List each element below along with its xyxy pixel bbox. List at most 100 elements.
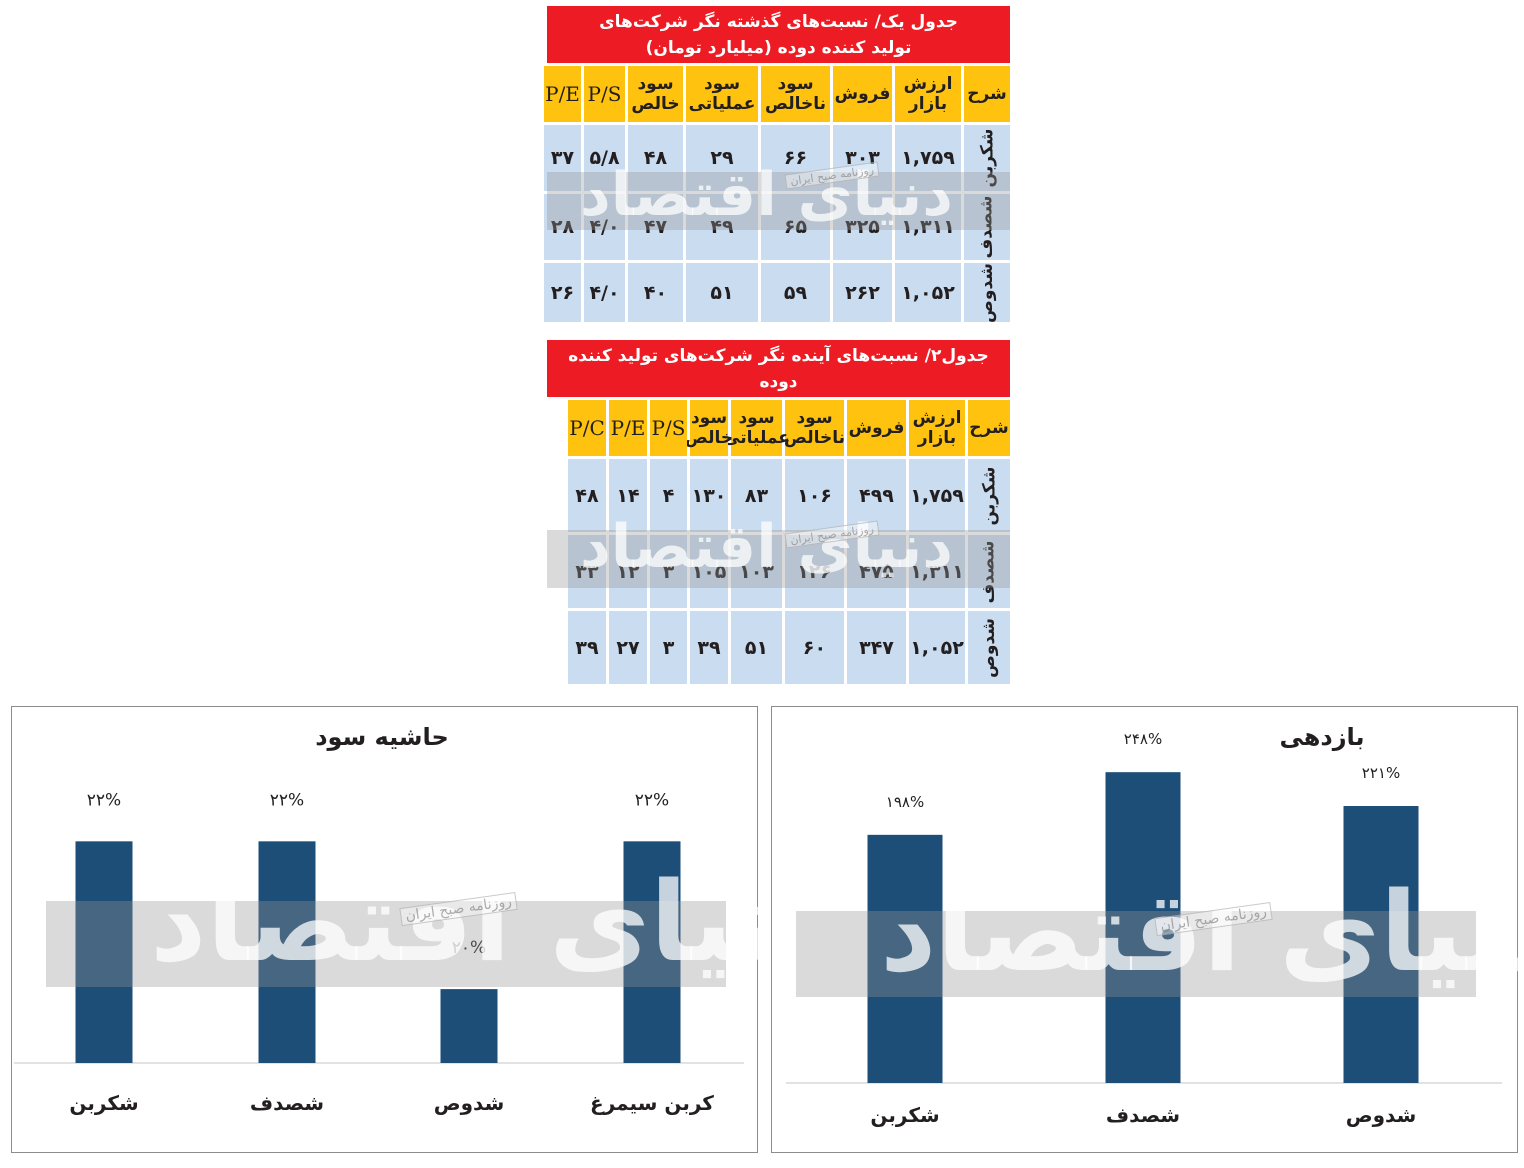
- table2-cell: ۳۹: [568, 611, 606, 684]
- bar: [623, 841, 681, 1063]
- table1-cell: ۴۷: [628, 194, 683, 260]
- table1-row1-name: شکربن: [964, 125, 1010, 191]
- table1-cell: ۴۸: [628, 125, 683, 191]
- category-label: شکربن: [870, 1103, 939, 1127]
- table2-header-desc: شرح: [968, 400, 1010, 456]
- table2-grid: شرح ارزش بازار فروش سود ناخالص سود عملیا…: [547, 397, 1010, 684]
- table2-cell: ۱,۳۱۱: [909, 535, 965, 608]
- table2-cell: ۱,۰۵۲: [909, 611, 965, 684]
- table1-title: جدول یک/ نسبت‌های گذشته نگر شرکت‌های تول…: [547, 6, 1010, 63]
- profit-margin-title: حاشیه سود: [315, 723, 449, 751]
- table2-header-net-profit: سود خالص: [685, 400, 733, 456]
- table1-header-ps: P/S: [584, 66, 625, 122]
- data-label: ۲۲%: [87, 790, 121, 810]
- table2-cell: ۲۷: [609, 611, 647, 684]
- table1-cell: ۴۰: [628, 263, 683, 322]
- table2-cell: ۱۲۶: [785, 535, 844, 608]
- table1-header-net-profit: سود خالص: [628, 66, 683, 122]
- table2-header-operating-profit: سود عملیاتی: [723, 400, 790, 456]
- table1-cell: ۲۹: [686, 125, 758, 191]
- past-ratios-table: جدول یک/ نسبت‌های گذشته نگر شرکت‌های تول…: [544, 6, 1010, 322]
- category-label: شکربن: [69, 1091, 138, 1115]
- table2-row2-name: شصدف: [968, 535, 1010, 608]
- bar: [867, 834, 943, 1083]
- table2-header-market-value: ارزش بازار: [909, 400, 965, 456]
- table1-row2-name: شصدف: [964, 194, 1010, 260]
- category-label: شصدف: [1106, 1103, 1180, 1127]
- table2-header-sales: فروش: [847, 400, 906, 456]
- table2-cell: ۳۹: [690, 611, 728, 684]
- table2-cell: ۸۳: [731, 459, 782, 532]
- table1-cell: ۳۲۵: [833, 194, 892, 260]
- table1-cell: ۶۶: [761, 125, 830, 191]
- forward-ratios-table: جدول۲/ نسبت‌های آینده نگر شرکت‌های تولید…: [547, 340, 1010, 684]
- table1-row3-name: شدوص: [964, 263, 1010, 322]
- table1-header-sales: فروش: [833, 66, 892, 122]
- table2-header-ps: P/S: [650, 400, 687, 456]
- watermark-band: [796, 911, 1476, 997]
- bar: [75, 841, 133, 1063]
- table1-grid: شرح ارزش بازار فروش سود ناخالص سود عملیا…: [544, 63, 1010, 322]
- category-label: کربن سیمرغ: [590, 1091, 714, 1115]
- table2-row1-name: شکربن: [968, 459, 1010, 532]
- category-label: شدوص: [434, 1091, 505, 1115]
- table1-header-operating-profit: سود عملیاتی: [686, 66, 758, 122]
- bar: [258, 841, 316, 1063]
- table2-cell: ۳: [650, 535, 687, 608]
- table2-cell: ۱۲: [609, 535, 647, 608]
- table2-cell: ۱۳۰: [690, 459, 728, 532]
- watermark-logo: دنیای اقتصاد: [880, 868, 1524, 996]
- table2-header-gross-profit: سود ناخالص: [784, 400, 845, 456]
- table1-cell: ۲۶: [544, 263, 581, 322]
- table1-cell: ۲۸: [544, 194, 581, 260]
- table2-title: جدول۲/ نسبت‌های آینده نگر شرکت‌های تولید…: [547, 340, 1010, 418]
- table2-cell: ۴۷۵: [847, 535, 906, 608]
- table1-header-desc: شرح: [964, 66, 1010, 122]
- table2-cell: ۴۹۹: [847, 459, 906, 532]
- return-title: بازدهی: [1279, 723, 1365, 751]
- watermark-band: [547, 172, 1010, 230]
- table1-title-line2: تولید کننده دوده (میلیارد تومان): [645, 38, 912, 58]
- table1-title-line1: جدول یک/ نسبت‌های گذشته نگر شرکت‌های: [599, 12, 958, 32]
- table1-cell: ۳۰۳: [833, 125, 892, 191]
- category-label: شصدف: [250, 1091, 324, 1115]
- table2-cell: ۴۸: [568, 459, 606, 532]
- bar: [1343, 806, 1419, 1083]
- return-plot: ۱۹۸% شکربن ۲۴۸% شصدف ۲۲۱% شدوص: [786, 730, 1502, 1127]
- table1-cell: ۱,۷۵۹: [895, 125, 961, 191]
- table1-cell: ۵۱: [686, 263, 758, 322]
- table2-cell: ۱۰۳: [731, 535, 782, 608]
- data-label: ۲۲%: [635, 790, 669, 810]
- table1-cell: ۲۶۲: [833, 263, 892, 322]
- table2-cell: ۱۰۶: [785, 459, 844, 532]
- table2-cell: ۳۴۷: [847, 611, 906, 684]
- table2-cell: ۵۱: [731, 611, 782, 684]
- table2-cell: ۴: [650, 459, 687, 532]
- table1-cell: ۵/۸: [584, 125, 625, 191]
- table2-header-pc: P/C: [568, 400, 606, 456]
- table1-header-market-value: ارزش بازار: [895, 66, 961, 122]
- table2-title-line1: جدول۲/ نسبت‌های آینده نگر شرکت‌های تولید…: [568, 346, 989, 392]
- watermark-band: [46, 901, 726, 987]
- table1-header-gross-profit: سود ناخالص: [761, 66, 830, 122]
- table1-header-pe: P/E: [544, 66, 581, 122]
- table1-cell: ۴۹: [686, 194, 758, 260]
- table2-cell: ۳: [650, 611, 687, 684]
- table1-cell: ۱,۰۵۲: [895, 263, 961, 322]
- table1-cell: ۳۷: [544, 125, 581, 191]
- watermark-logo: دنیای اقتصاد: [150, 858, 834, 986]
- data-label: ۲۲۱%: [1362, 764, 1400, 782]
- table2-row3-name: شدوص: [968, 611, 1010, 684]
- data-label: ۲۰%: [452, 938, 486, 958]
- category-label: شدوص: [1346, 1103, 1417, 1127]
- watermark-band: [547, 530, 1010, 588]
- data-label: ۲۴۸%: [1124, 730, 1162, 748]
- return-chart: بازدهی ۱۹۸% شکربن ۲۴۸% شصدف ۲۲۱% شدوص: [771, 706, 1518, 1153]
- table1-cell: ۱,۳۱۱: [895, 194, 961, 260]
- table1-cell: ۴/۰: [584, 194, 625, 260]
- profit-margin-plot: ۲۲% شکربن ۲۲% شصدف ۲۰% شدوص ۲۲% کربن سیمرغ: [14, 790, 744, 1115]
- table1-cell: ۴/۰: [584, 263, 625, 322]
- watermark-logo: دنیای اقتصاد: [580, 512, 954, 582]
- bar: [1105, 772, 1181, 1083]
- data-label: ۱۹۸%: [886, 793, 924, 811]
